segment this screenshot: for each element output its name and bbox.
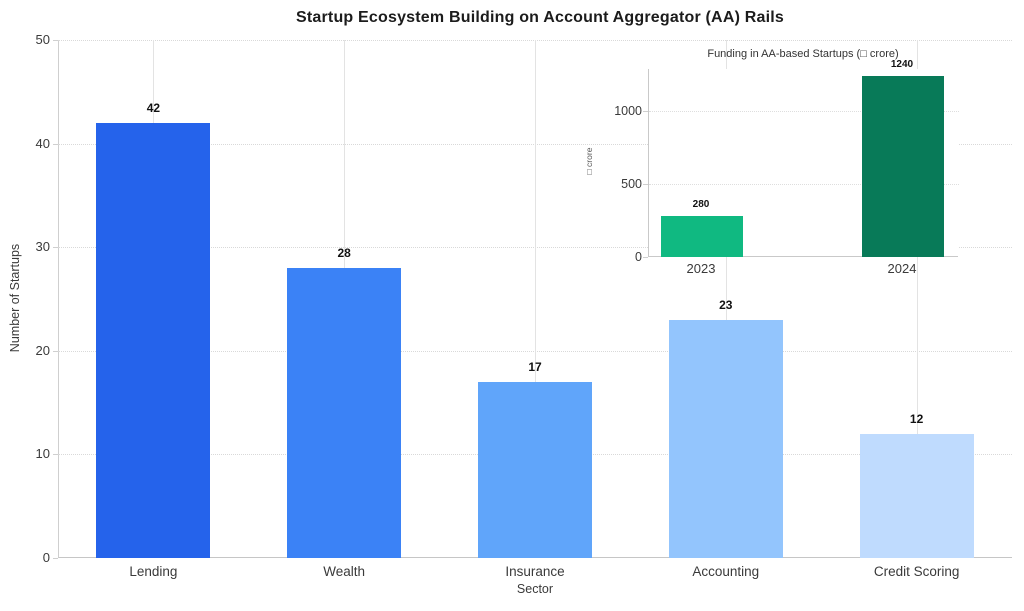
main-y-tick-mark: [53, 350, 58, 352]
main-y-tick-label: 40: [35, 135, 50, 151]
main-x-tick-label-wealth: Wealth: [323, 564, 366, 579]
main-x-axis-label: Sector: [516, 582, 554, 596]
main-bar-lending: [96, 122, 211, 558]
inset-horizontal-gridline: [649, 184, 959, 185]
inset-plot-area: [648, 69, 959, 257]
main-vertical-gridline: [535, 40, 536, 558]
main-y-tick-label: 30: [35, 239, 50, 255]
main-x-tick-label-credit-scoring: Credit Scoring: [873, 564, 960, 579]
inset-x-tick-label-2023: 2023: [686, 261, 716, 276]
inset-y-tick-mark: [643, 111, 648, 112]
inset-x-tick-label-2024: 2024: [887, 261, 917, 276]
main-bar-accounting: [668, 319, 783, 558]
main-bar-wealth: [287, 267, 402, 558]
main-y-tick-mark: [53, 558, 58, 559]
inset-y-tick-label: 0: [635, 250, 642, 264]
main-y-tick-mark: [53, 454, 58, 456]
inset-chart-title: Funding in AA-based Startups (□ crore): [707, 48, 899, 60]
main-y-tick-mark: [53, 40, 58, 41]
main-bar-credit-scoring: [859, 433, 974, 558]
main-y-tick-label: 10: [35, 446, 50, 462]
inset-y-tick-mark: [643, 257, 648, 258]
inset-bar-value-2024: 1240: [890, 58, 914, 70]
main-bar-value-credit-scoring: 12: [909, 411, 924, 426]
inset-y-axis-label: □ crore: [584, 147, 594, 175]
main-bar-value-lending: 42: [146, 100, 161, 115]
inset-y-tick-label: 1000: [614, 104, 642, 118]
main-bar-value-insurance: 17: [528, 359, 542, 374]
main-y-tick-label: 20: [35, 342, 50, 358]
inset-horizontal-gridline: [649, 111, 959, 112]
main-bar-value-accounting: 23: [719, 297, 733, 312]
inset-y-tick-label: 500: [621, 177, 642, 191]
main-x-tick-label-insurance: Insurance: [505, 564, 565, 579]
chart-title: Startup Ecosystem Building on Account Ag…: [296, 9, 784, 26]
main-vertical-gridline: [916, 40, 918, 558]
main-bar-value-wealth: 28: [337, 245, 351, 260]
inset-bar-value-2023: 280: [692, 199, 710, 211]
main-x-tick-label-lending: Lending: [129, 564, 178, 579]
inset-y-tick-mark: [643, 184, 648, 185]
main-bar-insurance: [478, 381, 592, 558]
main-y-tick-label: 50: [35, 32, 50, 47]
main-y-tick-label: 0: [42, 550, 50, 565]
main-y-tick-mark: [53, 247, 58, 249]
inset-bar-2024: [862, 75, 944, 257]
main-vertical-gridline: [725, 40, 727, 558]
inset-bar-2023: [661, 216, 743, 257]
main-x-tick-label-accounting: Accounting: [692, 564, 760, 579]
main-y-tick-mark: [53, 143, 58, 145]
main-y-axis-label: Number of Startups: [8, 243, 22, 353]
